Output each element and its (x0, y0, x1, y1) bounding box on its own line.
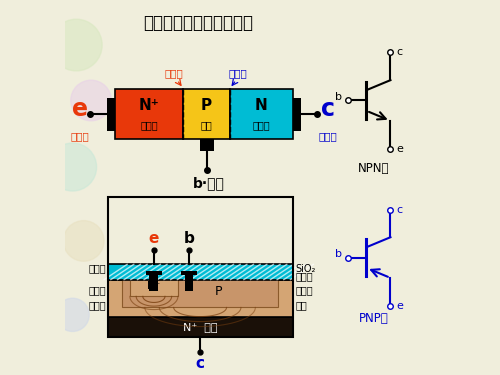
Text: NPN管: NPN管 (358, 162, 390, 176)
Circle shape (50, 19, 102, 71)
Text: b: b (336, 249, 342, 259)
Bar (146, 271, 162, 275)
Text: c: c (196, 356, 204, 371)
Text: 集电结: 集电结 (228, 68, 247, 78)
Text: c: c (396, 204, 402, 214)
Bar (108, 280, 292, 317)
Text: e: e (148, 231, 159, 246)
Text: c: c (320, 97, 334, 121)
Text: P: P (215, 285, 222, 298)
Bar (130, 276, 178, 296)
Text: N: N (254, 98, 268, 113)
Text: P: P (201, 98, 212, 113)
Text: N⁺: N⁺ (139, 98, 160, 113)
Text: 集电结: 集电结 (296, 285, 313, 295)
Circle shape (56, 298, 89, 332)
Bar (122, 276, 278, 308)
Text: SiO₂: SiO₂ (296, 264, 316, 274)
Circle shape (48, 143, 96, 191)
Circle shape (64, 220, 104, 261)
Text: b: b (336, 92, 342, 102)
Text: 基区: 基区 (200, 120, 212, 130)
Text: N⁺  衬底: N⁺ 衬底 (183, 322, 218, 332)
Text: 集电区: 集电区 (252, 120, 270, 130)
Bar (107, 98, 115, 130)
Bar (230, 89, 292, 139)
Text: e: e (72, 97, 88, 121)
Text: b·基极: b·基极 (192, 176, 224, 190)
Bar (108, 196, 292, 337)
Text: 发射极: 发射极 (70, 132, 90, 141)
Text: b: b (184, 231, 194, 246)
Text: 集电极: 集电极 (319, 132, 338, 141)
Text: PNP管: PNP管 (359, 312, 388, 325)
Text: 发射区: 发射区 (88, 263, 106, 273)
Text: N 型外延: N 型外延 (184, 293, 216, 303)
Text: c: c (396, 47, 402, 57)
Text: 发射结: 发射结 (165, 68, 184, 78)
Text: 集电区: 集电区 (88, 301, 106, 310)
Bar (108, 317, 292, 337)
Text: e: e (396, 301, 403, 310)
Circle shape (71, 80, 112, 121)
Bar (115, 89, 184, 139)
Text: 绝缘层: 绝缘层 (296, 272, 313, 282)
Bar (108, 264, 292, 280)
Text: 基区: 基区 (296, 301, 307, 310)
Bar (292, 98, 300, 130)
Bar (184, 89, 230, 139)
Text: 发射结: 发射结 (88, 285, 106, 295)
Bar (180, 271, 198, 275)
Bar (184, 275, 194, 291)
Text: e: e (396, 144, 403, 153)
Text: 晶体管的结构及电路符号: 晶体管的结构及电路符号 (144, 13, 254, 32)
Bar (150, 275, 158, 291)
Text: 发射区: 发射区 (140, 120, 158, 130)
Bar (200, 139, 213, 151)
Text: N⁺: N⁺ (148, 281, 160, 291)
